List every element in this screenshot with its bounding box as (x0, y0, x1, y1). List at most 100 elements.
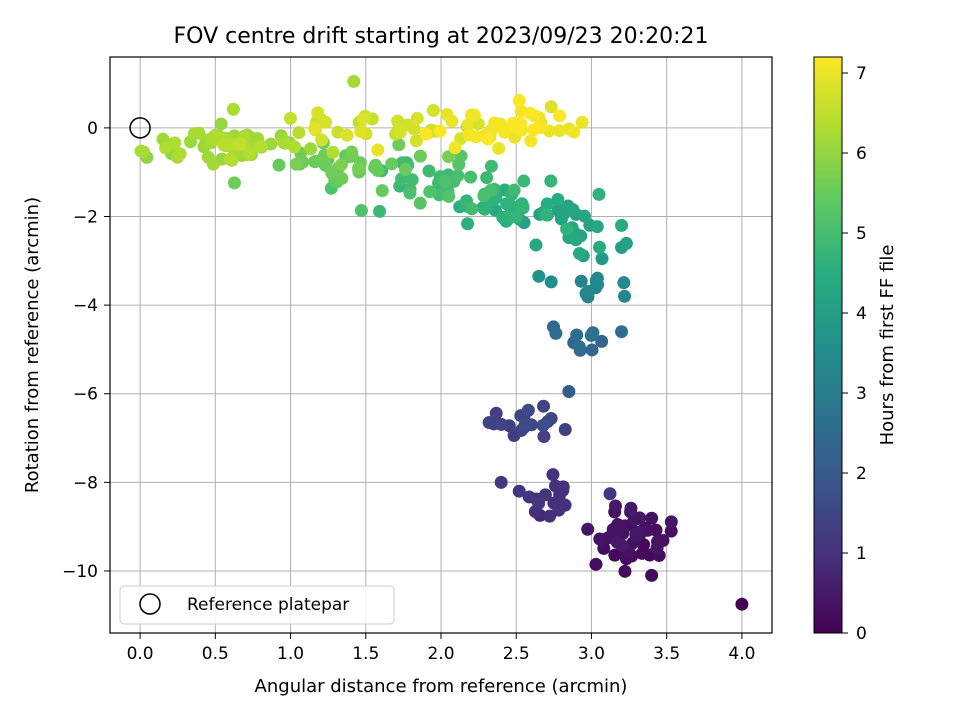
y-tick-label: −8 (73, 473, 98, 493)
reference-platepar-marker (129, 117, 151, 139)
data-point (537, 430, 551, 444)
data-point (650, 541, 664, 555)
data-point (608, 548, 622, 562)
data-point (134, 144, 148, 158)
data-point (392, 138, 406, 152)
data-point (512, 93, 526, 107)
x-tick-label: 2.0 (427, 644, 454, 664)
data-point (385, 157, 399, 171)
colorbar-label: Hours from first FF file (877, 245, 898, 446)
data-point (551, 193, 565, 207)
x-tick-label: 1.0 (277, 644, 304, 664)
data-point (480, 171, 494, 185)
data-point (617, 276, 631, 290)
data-point (410, 111, 424, 125)
data-point (517, 174, 531, 188)
colorbar-tick-label: 1 (856, 544, 867, 564)
data-point (292, 126, 306, 140)
data-point (496, 210, 510, 224)
data-point (516, 200, 530, 214)
data-point (254, 139, 268, 153)
data-point (467, 108, 481, 122)
data-points (134, 74, 749, 611)
data-point (645, 511, 659, 525)
data-point (409, 134, 423, 148)
data-point (569, 233, 583, 247)
data-point (494, 475, 508, 489)
data-point (373, 204, 387, 218)
data-point (618, 564, 632, 578)
data-point (442, 150, 456, 164)
x-tick-label: 3.5 (653, 644, 680, 664)
data-point (544, 275, 558, 289)
data-point (536, 418, 550, 432)
data-point (494, 417, 508, 431)
data-point (391, 114, 405, 128)
colorbar-tick-label: 2 (856, 464, 867, 484)
data-point (566, 203, 580, 217)
data-point (522, 490, 536, 504)
data-point (315, 133, 329, 147)
data-point (567, 125, 581, 139)
data-point (532, 496, 546, 510)
data-point (461, 217, 475, 231)
data-point (438, 174, 452, 188)
colorbar-tick-label: 0 (856, 624, 867, 644)
data-point (469, 130, 483, 144)
data-point (570, 328, 584, 342)
data-point (592, 187, 606, 201)
data-point (308, 155, 322, 169)
data-point (489, 406, 503, 420)
data-point (553, 109, 567, 123)
colorbar-gradient (813, 56, 843, 634)
data-point (214, 117, 228, 131)
data-point (477, 189, 491, 203)
data-point (615, 218, 629, 232)
data-point (371, 143, 385, 157)
data-point (521, 403, 535, 417)
data-point (206, 157, 220, 171)
y-tick-label: −2 (73, 208, 98, 228)
data-point (289, 157, 303, 171)
data-point (615, 325, 629, 339)
data-point (217, 138, 231, 152)
data-point (308, 122, 322, 136)
data-point (537, 399, 551, 413)
data-point (393, 125, 407, 139)
colorbar-tick-label: 3 (856, 384, 867, 404)
data-point (461, 118, 475, 132)
data-point (423, 185, 437, 199)
data-point (608, 499, 622, 513)
data-point (426, 103, 440, 117)
x-tick-label: 3.0 (578, 644, 605, 664)
legend-box (119, 585, 395, 625)
data-point (356, 112, 370, 126)
x-tick-label: 0.0 (127, 644, 154, 664)
x-axis-ticks: 0.0 0.5 1.0 1.5 2.0 2.5 3.0 3.5 4.0 (127, 633, 755, 664)
data-point (527, 123, 541, 137)
data-point (433, 124, 447, 138)
y-axis-ticks: 0 −2 −4 −6 −8 −10 (62, 119, 110, 582)
data-point (407, 122, 421, 136)
data-point (369, 158, 383, 172)
data-point (509, 210, 523, 224)
data-point (543, 509, 557, 523)
data-point (558, 422, 572, 436)
data-point (615, 538, 629, 552)
data-point (629, 527, 643, 541)
data-point (539, 208, 553, 222)
data-point (624, 501, 638, 515)
data-point (403, 186, 417, 200)
legend: Reference platepar (119, 585, 395, 625)
data-point (593, 532, 607, 546)
data-point (546, 468, 560, 482)
x-tick-label: 2.5 (503, 644, 530, 664)
data-point (589, 274, 603, 288)
data-point (524, 134, 538, 148)
data-point (637, 538, 651, 552)
x-tick-label: 0.5 (202, 644, 229, 664)
y-tick-label: −6 (73, 385, 98, 405)
data-point (326, 145, 340, 159)
data-point (582, 284, 596, 298)
